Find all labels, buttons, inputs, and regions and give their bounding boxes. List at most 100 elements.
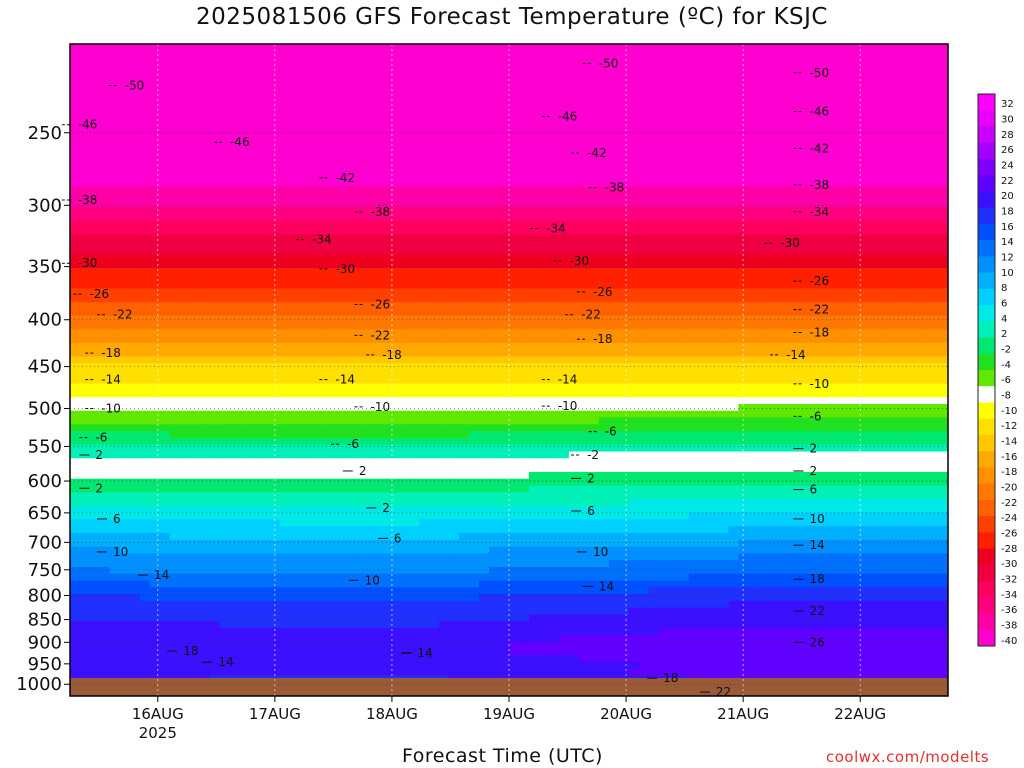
- heatmap-cell: [90, 78, 101, 86]
- heatmap-cell: [648, 417, 660, 425]
- heatmap-cell: [868, 111, 879, 120]
- heatmap-cell: [888, 227, 899, 235]
- heatmap-cell: [209, 78, 221, 86]
- heatmap-cell: [269, 234, 281, 242]
- heatmap-cell: [918, 132, 929, 140]
- heatmap-cell: [99, 376, 111, 385]
- heatmap-cell: [369, 295, 380, 303]
- heatmap-cell: [80, 111, 91, 120]
- heatmap-cell: [199, 302, 211, 310]
- heatmap-cell: [928, 145, 939, 154]
- heatmap-cell: [249, 329, 261, 337]
- heatmap-cell: [888, 390, 899, 398]
- heatmap-cell: [818, 71, 829, 79]
- heatmap-cell: [748, 57, 760, 65]
- heatmap-cell: [718, 91, 730, 99]
- heatmap-cell: [918, 207, 929, 215]
- heatmap-cell: [568, 186, 580, 194]
- heatmap-cell: [379, 186, 390, 194]
- heatmap-cell: [768, 308, 779, 317]
- heatmap-cell: [80, 322, 91, 330]
- heatmap-cell: [299, 125, 311, 133]
- heatmap-cell: [489, 186, 500, 194]
- heatmap-cell: [738, 84, 750, 93]
- heatmap-cell: [209, 159, 221, 167]
- heatmap-cell: [828, 404, 839, 412]
- heatmap-cell: [758, 111, 769, 120]
- heatmap-cell: [159, 125, 171, 133]
- heatmap-cell: [189, 322, 201, 330]
- heatmap-cell: [658, 91, 670, 99]
- heatmap-cell: [219, 111, 231, 120]
- heatmap-cell: [898, 220, 909, 228]
- heatmap-cell: [109, 91, 121, 99]
- heatmap-cell: [618, 132, 630, 140]
- heatmap-cell: [309, 383, 321, 391]
- heatmap-cell: [708, 254, 720, 262]
- heatmap-cell: [758, 220, 769, 228]
- heatmap-cell: [738, 349, 750, 357]
- heatmap-cell: [728, 417, 740, 425]
- heatmap-cell: [319, 193, 330, 201]
- heatmap-cell: [379, 274, 390, 283]
- heatmap-cell: [708, 288, 720, 296]
- heatmap-cell: [828, 44, 839, 52]
- heatmap-cell: [668, 179, 680, 188]
- heatmap-cell: [489, 370, 500, 378]
- heatmap-cell: [509, 397, 520, 405]
- heatmap-cell: [768, 105, 779, 113]
- heatmap-cell: [70, 322, 81, 330]
- heatmap-cell: [499, 227, 510, 235]
- heatmap-cell: [219, 390, 231, 398]
- heatmap-cell: [249, 98, 261, 106]
- heatmap-cell: [469, 179, 480, 188]
- heatmap-cell: [359, 356, 370, 364]
- heatmap-cell: [129, 315, 141, 324]
- heatmap-cell: [848, 274, 859, 283]
- heatmap-cell: [658, 71, 670, 79]
- heatmap-cell: [469, 397, 480, 405]
- heatmap-cell: [658, 288, 670, 296]
- heatmap-cell: [828, 132, 839, 140]
- heatmap-cell: [289, 213, 301, 222]
- heatmap-cell: [808, 227, 819, 235]
- heatmap-cell: [728, 274, 740, 283]
- heatmap-cell: [239, 227, 251, 235]
- heatmap-cell: [668, 173, 680, 181]
- heatmap-cell: [409, 234, 420, 242]
- heatmap-cell: [688, 132, 700, 140]
- heatmap-cell: [419, 281, 430, 290]
- heatmap-cell: [199, 410, 211, 419]
- heatmap-cell: [80, 166, 91, 174]
- heatmap-cell: [608, 274, 620, 283]
- heatmap-cell: [698, 78, 710, 86]
- heatmap-cell: [768, 302, 779, 310]
- heatmap-cell: [429, 98, 440, 106]
- heatmap-cell: [798, 410, 809, 419]
- heatmap-cell: [189, 274, 201, 283]
- heatmap-cell: [718, 57, 730, 65]
- heatmap-cell: [219, 410, 231, 419]
- heatmap-cell: [289, 193, 301, 201]
- heatmap-cell: [369, 166, 380, 174]
- heatmap-cell: [499, 145, 510, 154]
- heatmap-cell: [199, 336, 211, 344]
- heatmap-cell: [768, 363, 779, 371]
- heatmap-cell: [668, 91, 680, 99]
- heatmap-cell: [459, 363, 470, 371]
- heatmap-cell: [239, 234, 251, 242]
- heatmap-cell: [568, 173, 580, 181]
- heatmap-cell: [299, 207, 311, 215]
- heatmap-cell: [768, 145, 779, 154]
- heatmap-cell: [748, 247, 760, 256]
- heatmap-cell: [748, 111, 760, 120]
- heatmap-cell: [728, 247, 740, 256]
- heatmap-cell: [199, 207, 211, 215]
- heatmap-cell: [309, 57, 321, 65]
- heatmap-cell: [259, 118, 271, 127]
- heatmap-cell: [908, 370, 919, 378]
- heatmap-cell: [419, 207, 430, 215]
- heatmap-cell: [90, 404, 101, 412]
- heatmap-cell: [808, 125, 819, 133]
- heatmap-cell: [808, 308, 819, 317]
